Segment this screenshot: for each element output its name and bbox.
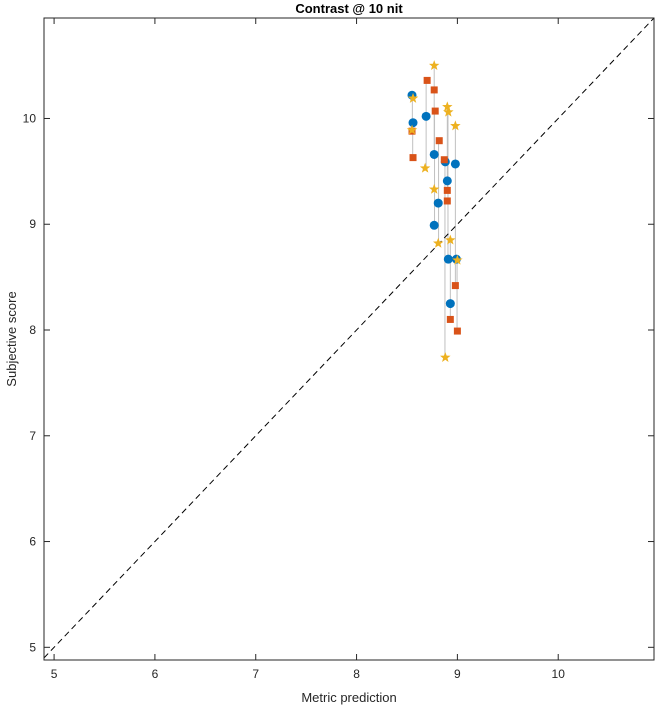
star-marker [407, 92, 419, 103]
star-marker [445, 234, 456, 245]
x-tick-label: 5 [51, 667, 58, 681]
square-marker [430, 86, 438, 94]
circle-marker [408, 118, 418, 128]
circle-marker [450, 159, 460, 169]
circle-marker [443, 254, 453, 264]
square-marker [435, 137, 443, 145]
axes: 5 6 7 8 9 10 5 6 7 8 9 10 [23, 17, 655, 681]
square-marker [423, 76, 431, 84]
y-tick-label: 10 [23, 111, 37, 125]
star-marker [450, 120, 461, 131]
x-tick-label: 10 [552, 667, 566, 681]
star-marker [440, 352, 451, 362]
circle-marker [429, 220, 439, 230]
y-tick-label: 8 [29, 323, 36, 337]
y-tick-label: 6 [29, 535, 36, 549]
circle-marker [445, 299, 455, 309]
square-marker [446, 315, 454, 323]
y-tick-label: 7 [29, 429, 36, 443]
circle-marker [433, 198, 443, 208]
star-marker [443, 106, 454, 117]
x-tick-label: 7 [252, 667, 259, 681]
y-tick-label: 9 [29, 217, 36, 231]
star-marker [433, 237, 444, 248]
identity-reference-line [43, 17, 655, 659]
chart-title: Contrast @ 10 nit [295, 1, 403, 16]
star-marker [442, 101, 453, 112]
square-marker [409, 154, 417, 162]
x-axis-title: Metric prediction [301, 690, 396, 705]
star-marker [428, 183, 440, 194]
square-marker [440, 156, 448, 164]
axes-box [43, 17, 655, 661]
plot-area [44, 18, 654, 660]
square-marker [453, 327, 461, 335]
square-marker [443, 197, 451, 205]
x-tick-label: 8 [353, 667, 360, 681]
square-marker [451, 282, 459, 290]
circle-marker [421, 111, 431, 121]
star-marker [428, 60, 440, 71]
star-marker [419, 162, 431, 173]
x-tick-label: 9 [454, 667, 461, 681]
circle-marker [442, 176, 452, 186]
data-markers [406, 60, 463, 362]
square-marker [443, 186, 451, 194]
star-marker [406, 124, 418, 135]
y-axis-title: Subjective score [4, 291, 19, 386]
x-tick-label: 6 [152, 667, 159, 681]
y-tick-label: 5 [29, 640, 36, 654]
square-marker [431, 107, 439, 115]
star-marker [452, 254, 463, 265]
circle-marker [429, 149, 439, 159]
